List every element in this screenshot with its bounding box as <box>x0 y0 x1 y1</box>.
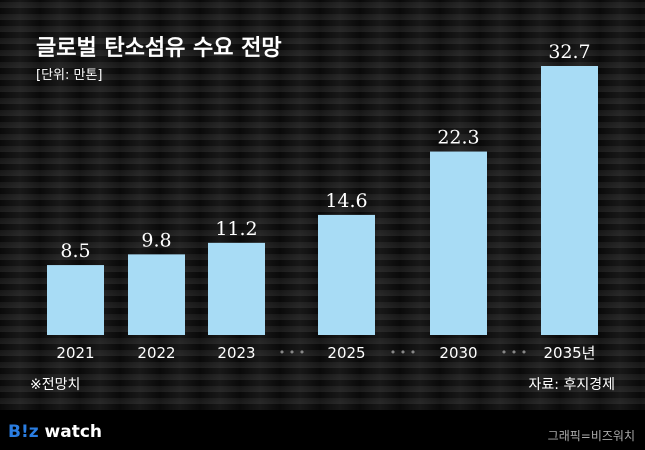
gap-marker: • • • <box>279 346 305 359</box>
bar <box>208 242 265 335</box>
graphic-credit: 그래픽=비즈워치 <box>547 429 635 443</box>
data-label: 14.6 <box>325 190 367 212</box>
x-tick-label: 2022 <box>137 344 175 362</box>
chart-title: 글로벌 탄소섬유 수요 전망 <box>36 36 282 61</box>
data-label: 9.8 <box>141 229 171 251</box>
x-tick-label: 2023 <box>217 344 255 362</box>
bar <box>318 214 375 335</box>
x-tick-label: 2021 <box>56 344 94 362</box>
bar <box>541 66 598 335</box>
data-label: 22.3 <box>437 127 479 149</box>
data-label: 32.7 <box>548 41 590 63</box>
x-tick-label: 2035년 <box>544 344 596 362</box>
unit-label: [단위: 만톤] <box>36 68 103 83</box>
x-tick-label: 2025 <box>327 344 365 362</box>
source-label: 자료: 후지경제 <box>528 377 615 393</box>
gap-marker: • • • <box>390 346 416 359</box>
bizwatch-logo: B!z watch <box>8 422 103 442</box>
bar <box>47 265 104 335</box>
forecast-note: ※전망치 <box>30 377 81 393</box>
bar <box>430 151 487 335</box>
gap-marker: • • • <box>501 346 527 359</box>
bar-chart: 8.5 2021 9.8 2022 11.2 2023 14.6 2025 22.3 2030 32… <box>47 41 598 362</box>
x-tick-label: 2030 <box>439 344 477 362</box>
data-label: 11.2 <box>215 218 257 240</box>
carbon-fiber-background <box>0 0 645 410</box>
data-label: 8.5 <box>60 240 90 262</box>
bar <box>128 254 185 335</box>
